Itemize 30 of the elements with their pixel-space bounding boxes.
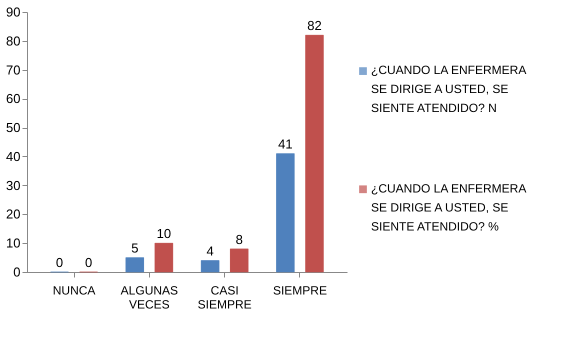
y-tick-label: 10 (6, 236, 20, 251)
y-tick-label: 30 (6, 178, 20, 193)
data-label: 8 (236, 232, 243, 247)
x-tick-label: SIEMPRE (272, 284, 327, 298)
data-label: 10 (156, 226, 172, 242)
bar (154, 242, 174, 272)
x-tick-label: NUNCA (52, 284, 96, 298)
y-tick-label: 90 (6, 4, 20, 20)
y-tick-label: 50 (6, 120, 20, 136)
data-label: 5 (131, 240, 138, 256)
bar (305, 34, 324, 272)
y-tick-label: 20 (6, 206, 20, 222)
data-label: 41 (278, 136, 293, 152)
legend-label: ¿CUANDO LA ENFERMERA SE DIRIGE A USTED, SE SIENTE ATENDIDO? % (371, 181, 526, 234)
legend-label: ¿CUANDO LA ENFERMERA SE DIRIGE A USTED, SE SIENTE ATENDIDO? N (371, 63, 526, 116)
data-label: 0 (56, 255, 64, 270)
bar (230, 248, 248, 272)
x-tick-label: CASI SIEMPRE (198, 284, 252, 312)
bar (200, 260, 220, 272)
y-tick-label: 70 (6, 62, 20, 78)
data-label: 0 (84, 255, 92, 270)
data-label: 82 (307, 18, 322, 34)
x-tick-label: ALGUNAS VECES (120, 284, 178, 312)
y-tick-label: 40 (6, 148, 20, 164)
y-tick-label: 80 (6, 33, 20, 48)
data-label: 4 (206, 243, 214, 258)
y-tick-label: 60 (6, 91, 20, 106)
y-tick-label: 0 (13, 264, 20, 280)
bar (126, 257, 144, 272)
bar (276, 153, 295, 272)
